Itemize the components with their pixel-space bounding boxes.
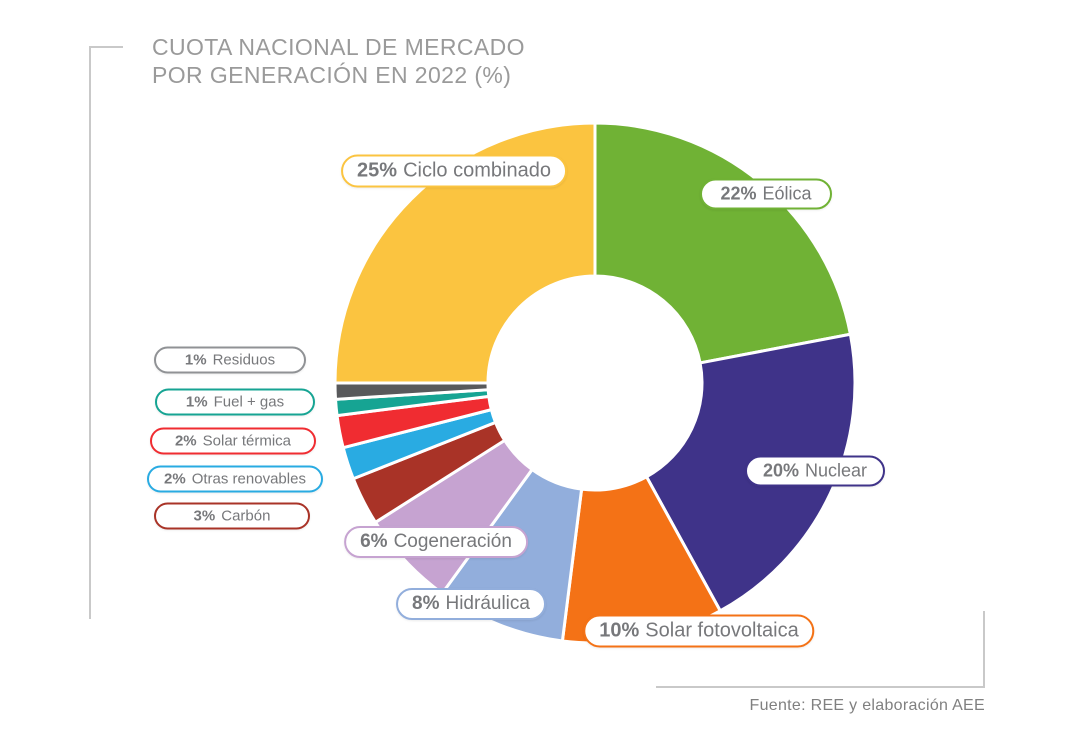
segment-label-pill-hidraulica: 8% Hidráulica bbox=[396, 588, 546, 620]
segment-percentage: 1% bbox=[184, 351, 207, 369]
chart-title-line-2: POR GENERACIÓN EN 2022 (%) bbox=[152, 62, 512, 88]
segment-name: Eólica bbox=[762, 183, 812, 204]
segment-label-pill-eolica: 22% Eólica bbox=[700, 178, 832, 210]
segment-percentage: 2% bbox=[174, 432, 197, 450]
segment-name: Otras renovables bbox=[191, 470, 306, 488]
segment-percentage: 20% bbox=[762, 460, 799, 481]
segment-name: Residuos bbox=[212, 351, 276, 369]
segment-label-pill-residuos: 1% Residuos bbox=[154, 346, 306, 374]
segment-percentage: 22% bbox=[720, 183, 757, 204]
segment-label-pill-cogeneracion: 6% Cogeneración bbox=[344, 526, 528, 558]
corner-bracket-bottom-right-horizontal bbox=[656, 686, 985, 688]
segment-label-pill-ciclo-combinado: 25% Ciclo combinado bbox=[341, 154, 567, 188]
segment-name: Solar térmica bbox=[202, 432, 292, 450]
segment-percentage: 10% bbox=[599, 619, 640, 642]
segment-percentage: 2% bbox=[164, 470, 186, 488]
corner-bracket-bottom-right-vertical bbox=[983, 611, 985, 688]
segment-percentage: 25% bbox=[357, 159, 398, 182]
segment-label-pill-fuel-gas: 1% Fuel + gas bbox=[155, 388, 315, 416]
segment-name: Carbón bbox=[221, 507, 271, 525]
corner-bracket-top-left-vertical bbox=[89, 46, 91, 619]
segment-percentage: 8% bbox=[412, 593, 440, 614]
chart-title-line-1: CUOTA NACIONAL DE MERCADO bbox=[152, 34, 525, 60]
segment-name: Solar fotovoltaica bbox=[645, 619, 799, 642]
chart-title: CUOTA NACIONAL DE MERCADO POR GENERACIÓN… bbox=[152, 33, 525, 89]
donut-segment-eolica bbox=[593, 121, 853, 365]
segment-percentage: 6% bbox=[360, 531, 388, 552]
segment-percentage: 1% bbox=[185, 393, 208, 411]
donut-segment-ciclo-combinado bbox=[333, 121, 597, 385]
source-attribution: Fuente: REE y elaboración AEE bbox=[749, 697, 985, 714]
segment-label-pill-solar-termica: 2% Solar térmica bbox=[150, 427, 316, 455]
segment-percentage: 3% bbox=[193, 507, 216, 525]
segment-label-pill-carbon: 3% Carbón bbox=[154, 502, 310, 530]
segment-label-pill-solar-fotovoltaica: 10% Solar fotovoltaica bbox=[583, 614, 815, 648]
segment-label-pill-nuclear: 20% Nuclear bbox=[745, 455, 885, 487]
segment-label-pill-otras-renovables: 2% Otras renovables bbox=[147, 465, 323, 493]
corner-bracket-top-left-horizontal bbox=[89, 46, 123, 48]
segment-name: Hidráulica bbox=[445, 593, 530, 614]
segment-name: Nuclear bbox=[805, 460, 868, 481]
segment-name: Ciclo combinado bbox=[403, 159, 551, 182]
segment-name: Fuel + gas bbox=[213, 393, 285, 411]
segment-name: Cogeneración bbox=[393, 531, 512, 552]
